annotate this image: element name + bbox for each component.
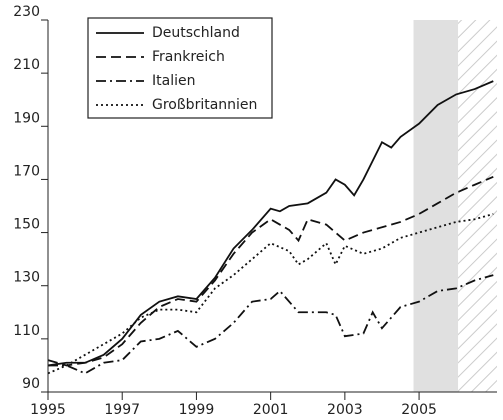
x-tick-label: 2001 bbox=[253, 402, 289, 418]
series-line bbox=[48, 274, 494, 375]
y-tick-label: 150 bbox=[13, 217, 40, 233]
y-tick-label: 170 bbox=[13, 163, 40, 179]
y-tick-label: 90 bbox=[22, 376, 40, 392]
x-tick-label: 1999 bbox=[179, 402, 215, 418]
y-tick-label: 210 bbox=[13, 57, 40, 73]
legend-label: Deutschland bbox=[152, 25, 240, 41]
x-tick-label: 1997 bbox=[104, 402, 140, 418]
y-tick-label: 190 bbox=[13, 110, 40, 126]
series-line bbox=[47, 175, 494, 367]
y-tick-label: 130 bbox=[13, 270, 40, 286]
y-tick-label: 110 bbox=[13, 323, 40, 339]
x-tick-label: 2003 bbox=[327, 402, 363, 418]
legend-label: Frankreich bbox=[152, 49, 225, 65]
y-tick-label: 230 bbox=[13, 4, 40, 20]
forecast-band bbox=[413, 20, 459, 392]
forecast-band bbox=[458, 20, 497, 392]
legend-label: Italien bbox=[152, 73, 195, 89]
x-tick-label: 2005 bbox=[401, 402, 437, 418]
legend-label: Großbritannien bbox=[152, 97, 257, 113]
legend-box bbox=[87, 17, 273, 119]
x-tick-label: 1995 bbox=[30, 402, 66, 418]
